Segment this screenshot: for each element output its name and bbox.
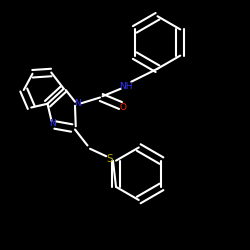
Text: NH: NH [120, 82, 133, 91]
Text: S: S [107, 154, 113, 164]
Text: N: N [49, 119, 56, 128]
Text: O: O [119, 103, 126, 112]
Text: N: N [74, 99, 81, 108]
